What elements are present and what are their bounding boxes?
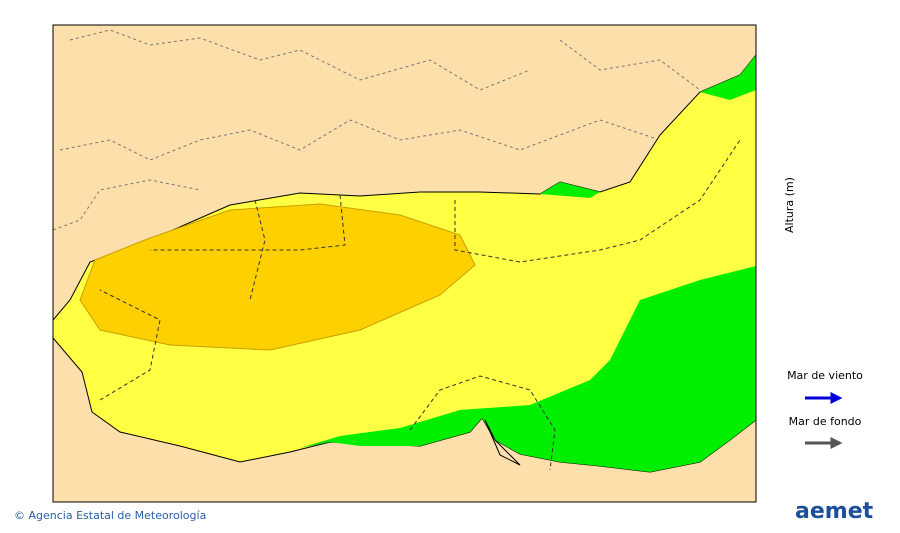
credit: © Agencia Estatal de Meteorología xyxy=(14,509,206,522)
sea-high xyxy=(79,203,476,351)
map-frame xyxy=(52,24,757,503)
logo: aemet xyxy=(795,499,874,524)
sea-low xyxy=(300,55,756,472)
map xyxy=(53,25,756,502)
legend-label: Mar de fondo xyxy=(789,415,862,428)
zones xyxy=(99,139,741,471)
borders xyxy=(53,29,701,231)
colorbar-title: Altura (m) xyxy=(783,177,796,233)
legend-label: Mar de viento xyxy=(787,369,863,382)
cape xyxy=(484,419,521,466)
